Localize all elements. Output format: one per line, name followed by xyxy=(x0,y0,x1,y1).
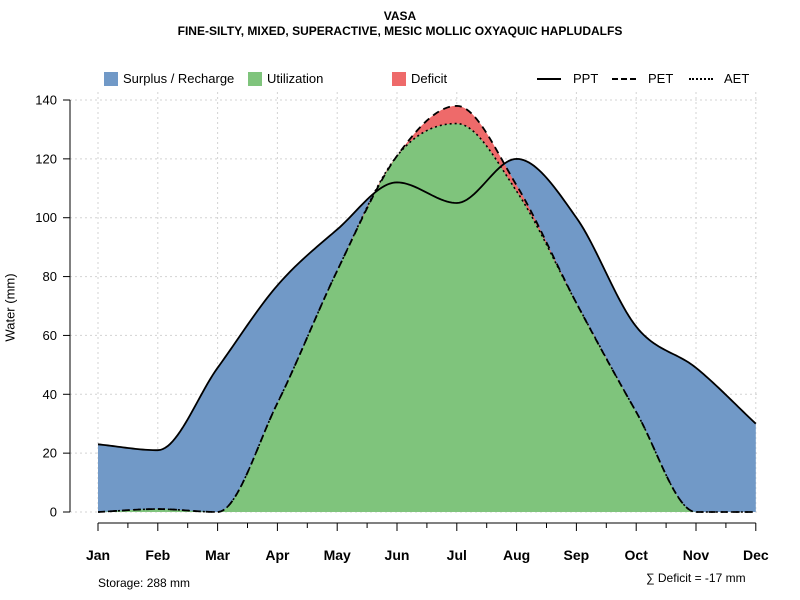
x-tick-label-sep: Sep xyxy=(564,547,590,563)
y-tick-label-0: 0 xyxy=(50,505,57,520)
legend-label-utilization: Utilization xyxy=(267,71,324,86)
x-tick-label-feb: Feb xyxy=(145,547,170,563)
x-tick-label-may: May xyxy=(324,547,351,563)
legend-swatch-surplus xyxy=(104,72,118,86)
chart-title: VASA xyxy=(383,9,417,23)
x-tick-label-nov: Nov xyxy=(683,547,710,563)
area-utilization xyxy=(98,123,756,512)
x-tick-label-mar: Mar xyxy=(205,547,230,563)
y-tick-label-80: 80 xyxy=(43,269,57,284)
deficit-annotation: ∑ Deficit = -17 mm xyxy=(646,571,746,585)
y-tick-label-120: 120 xyxy=(35,151,57,166)
x-tick-label-jun: Jun xyxy=(385,547,410,563)
y-tick-label-20: 20 xyxy=(43,446,57,461)
legend-swatch-deficit xyxy=(392,72,406,86)
series-line-pet xyxy=(97,104,756,513)
y-tick-label-60: 60 xyxy=(43,328,57,343)
y-tick-label-140: 140 xyxy=(35,93,57,108)
y-tick-label-40: 40 xyxy=(43,387,57,402)
legend-label-surplus: Surplus / Recharge xyxy=(123,71,235,86)
x-tick-label-jul: Jul xyxy=(447,547,467,563)
legend-label-deficit: Deficit xyxy=(411,71,448,86)
storage-annotation: Storage: 288 mm xyxy=(98,576,191,590)
legend-label-aet: AET xyxy=(724,71,750,86)
x-tick-label-dec: Dec xyxy=(743,547,769,563)
series-line-aet xyxy=(97,122,756,513)
legend-swatch-utilization xyxy=(248,72,262,86)
x-tick-label-apr: Apr xyxy=(265,547,290,563)
chart-subtitle: FINE-SILTY, MIXED, SUPERACTIVE, MESIC MO… xyxy=(177,24,623,38)
legend-label-pet: PET xyxy=(648,71,674,86)
x-tick-label-aug: Aug xyxy=(503,547,530,563)
legend-label-ppt: PPT xyxy=(573,71,599,86)
y-tick-label-100: 100 xyxy=(35,210,57,225)
legend-line-aet xyxy=(689,78,713,80)
x-tick-label-oct: Oct xyxy=(625,547,649,563)
legend-line-ppt xyxy=(537,78,561,80)
series-line-ppt xyxy=(97,157,757,452)
legend-line-pet xyxy=(612,78,636,80)
x-tick-label-jan: Jan xyxy=(86,547,110,563)
